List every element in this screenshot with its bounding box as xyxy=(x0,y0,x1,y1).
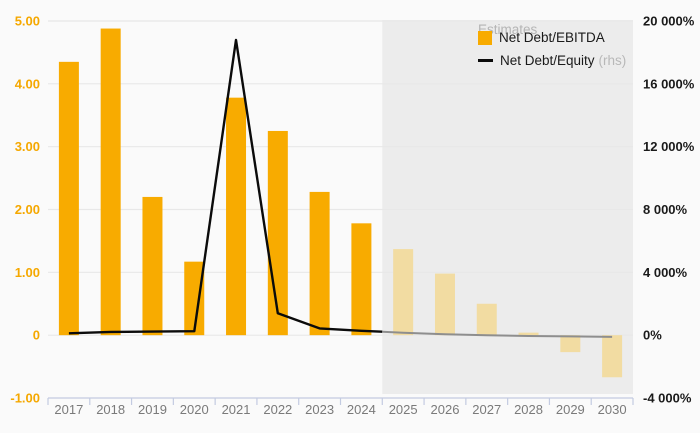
x-axis-label-2018: 2018 xyxy=(96,402,125,417)
y-axis-right-label: 8 000% xyxy=(643,202,688,217)
bar-series-swatch-icon xyxy=(478,30,492,45)
bar-2027[interactable] xyxy=(476,303,497,336)
x-axis-label-2023: 2023 xyxy=(305,402,334,417)
x-axis-label-2026: 2026 xyxy=(431,402,460,417)
y-axis-left-label: 3.00 xyxy=(15,139,40,154)
legend-rhs-note: (rhs) xyxy=(598,52,627,68)
bar-2019[interactable] xyxy=(142,196,163,336)
legend-label-net-debt-ebitda: Net Debt/EBITDA xyxy=(499,29,605,45)
bar-2018[interactable] xyxy=(100,28,121,336)
bar-2017[interactable] xyxy=(58,61,79,336)
y-axis-left-label: 4.00 xyxy=(15,76,40,91)
y-axis-left-label: 5.00 xyxy=(15,14,40,29)
y-axis-right-label: -4 000% xyxy=(643,391,692,406)
y-axis-left-label: 1.00 xyxy=(15,265,40,280)
bar-2026[interactable] xyxy=(434,273,455,336)
x-axis-label-2029: 2029 xyxy=(556,402,585,417)
bar-2024[interactable] xyxy=(351,223,372,336)
x-axis-label-2021: 2021 xyxy=(222,402,251,417)
bar-2023[interactable] xyxy=(309,191,330,336)
x-axis-label-2028: 2028 xyxy=(514,402,543,417)
bar-2029[interactable] xyxy=(560,335,581,353)
y-axis-right-label: 12 000% xyxy=(643,139,695,154)
x-axis-label-2030: 2030 xyxy=(598,402,627,417)
line-series-swatch-icon xyxy=(478,59,493,62)
y-axis-left-label: 2.00 xyxy=(15,202,40,217)
x-axis-label-2024: 2024 xyxy=(347,402,376,417)
bar-2022[interactable] xyxy=(267,130,288,336)
legend-item-net-debt-equity[interactable]: Net Debt/Equity (rhs) xyxy=(478,49,626,72)
estimates-label: Estimates xyxy=(477,22,538,37)
bar-2020[interactable] xyxy=(184,261,205,336)
x-axis-label-2017: 2017 xyxy=(54,402,83,417)
x-axis-label-2025: 2025 xyxy=(389,402,418,417)
y-axis-right-label: 20 000% xyxy=(643,14,695,29)
x-axis-label-2027: 2027 xyxy=(472,402,501,417)
y-axis-left-label: 0 xyxy=(33,328,40,343)
legend-item-net-debt-ebitda[interactable]: Net Debt/EBITDA xyxy=(478,26,626,49)
bar-2028[interactable] xyxy=(518,332,539,336)
y-axis-right-label: 16 000% xyxy=(643,76,695,91)
line-net-debt-equity-estimated[interactable] xyxy=(382,330,613,338)
legend-label-net-debt-equity: Net Debt/Equity xyxy=(500,52,595,68)
estimates-region xyxy=(382,20,633,394)
y-axis-right-label: 4 000% xyxy=(643,265,688,280)
y-axis-left-label: -1.00 xyxy=(10,391,40,406)
x-axis-label-2022: 2022 xyxy=(263,402,292,417)
y-axis-right-label: 0% xyxy=(643,328,662,343)
bar-2021[interactable] xyxy=(226,97,247,336)
x-axis-label-2020: 2020 xyxy=(180,402,209,417)
legend: Net Debt/EBITDA Net Debt/Equity (rhs) xyxy=(478,26,626,72)
x-axis-label-2019: 2019 xyxy=(138,402,167,417)
bar-2030[interactable] xyxy=(602,335,623,378)
bar-2025[interactable] xyxy=(393,249,414,336)
line-net-debt-equity[interactable] xyxy=(68,38,383,335)
